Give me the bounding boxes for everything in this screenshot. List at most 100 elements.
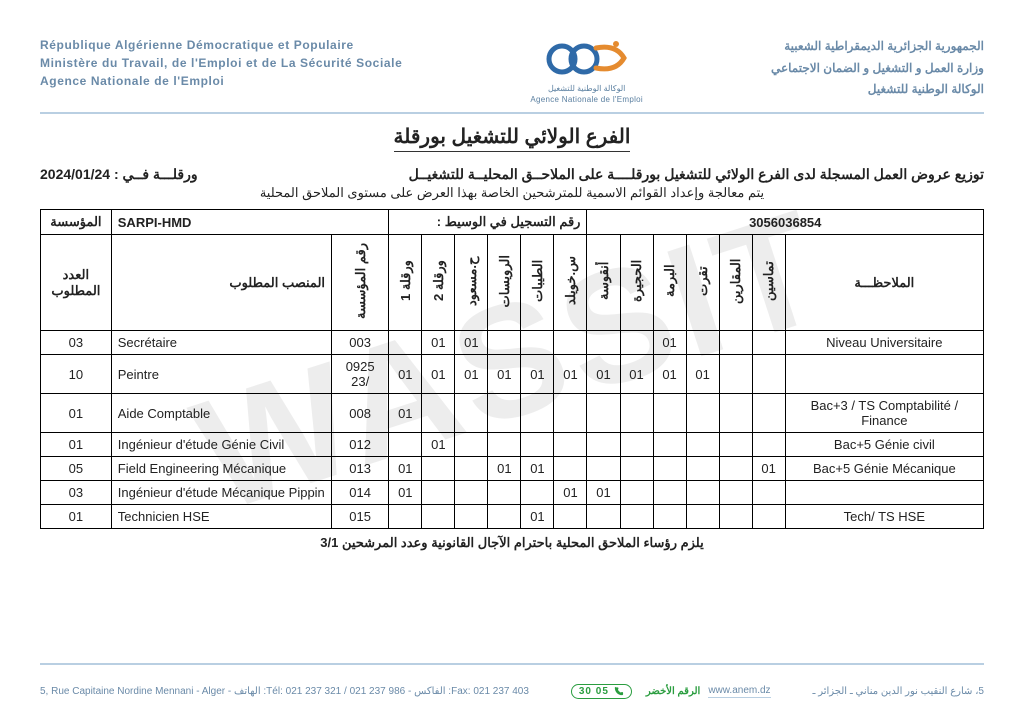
cell-post: Field Engineering Mécanique [111, 457, 331, 481]
footer-rule [40, 663, 984, 665]
cell-loc: 01 [488, 355, 521, 394]
footer-website: www.anem.dz [708, 685, 770, 698]
cell-code: 014 [332, 481, 389, 505]
cell-loc [620, 433, 653, 457]
hdr-fr-line: Agence Nationale de l'Emploi [40, 72, 402, 90]
cell-loc [554, 457, 587, 481]
col-post: المنصب المطلوب [111, 235, 331, 331]
cell-loc: 01 [422, 331, 455, 355]
table-top-row: المؤسسة SARPI-HMD رقم التسجيل في الوسيط … [41, 210, 984, 235]
cell-loc: 01 [620, 355, 653, 394]
cell-loc [620, 481, 653, 505]
agency-logo: الوكالة الوطنية للتشغيل Agence Nationale… [512, 36, 662, 104]
header-french: République Algérienne Démocratique et Po… [40, 36, 402, 90]
cell-loc [719, 331, 752, 355]
cell-loc: 01 [488, 457, 521, 481]
cell-loc [521, 481, 554, 505]
table-row: 03Secrétaire003010101Niveau Universitair… [41, 331, 984, 355]
hdr-fr-line: République Algérienne Démocratique et Po… [40, 36, 402, 54]
cell-loc: 01 [389, 481, 422, 505]
cell-loc [422, 394, 455, 433]
hdr-ar-line: الجمهورية الجزائرية الديمقراطية الشعبية [771, 36, 984, 58]
cell-count: 03 [41, 331, 112, 355]
cell-loc [521, 331, 554, 355]
col-notes: الملاحظـــة [785, 235, 983, 331]
cell-loc [455, 394, 488, 433]
document-header: République Algérienne Démocratique et Po… [40, 36, 984, 104]
cell-loc [686, 433, 719, 457]
cell-loc [554, 394, 587, 433]
cell-loc [719, 394, 752, 433]
cell-loc [686, 481, 719, 505]
cell-loc [620, 457, 653, 481]
cell-loc [719, 355, 752, 394]
sub-note: يتم معالجة وإعداد القوائم الاسمية للمترش… [40, 185, 984, 201]
cell-code: 015 [332, 505, 389, 529]
table-row: 01Ingénieur d'étude Génie Civil01201Bac+… [41, 433, 984, 457]
cell-loc: 01 [455, 331, 488, 355]
green-number: 30 05 [579, 686, 609, 697]
footer-address-ar: 5، شارع النقيب نور الدين مناني ـ الجزائر… [812, 686, 984, 697]
table-row: 03Ingénieur d'étude Mécanique Pippin0140… [41, 481, 984, 505]
header-rule [40, 112, 984, 114]
cell-loc [554, 433, 587, 457]
cell-code: 0925 23/ [332, 355, 389, 394]
cell-loc [389, 505, 422, 529]
cell-loc [488, 433, 521, 457]
cell-loc [521, 433, 554, 457]
cell-loc [554, 505, 587, 529]
cell-loc [587, 457, 620, 481]
cell-code: 008 [332, 394, 389, 433]
col-loc: ورقلة 1 [389, 235, 422, 331]
cell-post: Aide Comptable [111, 394, 331, 433]
document-date: ورقلـــة فــي : 2024/01/24 [40, 166, 198, 183]
cell-loc: 01 [554, 481, 587, 505]
cell-note [785, 481, 983, 505]
org-label: المؤسسة [41, 210, 112, 235]
cell-loc [719, 481, 752, 505]
footer-address-fr: 5, Rue Capitaine Nordine Mennani - Alger… [40, 686, 529, 697]
cell-loc [752, 505, 785, 529]
cell-post: Secrétaire [111, 331, 331, 355]
cell-loc [488, 505, 521, 529]
col-loc: المقارين [719, 235, 752, 331]
cell-loc [653, 394, 686, 433]
cell-loc: 01 [653, 331, 686, 355]
table-footnote: يلزم رؤساء الملاحق المحلية باحترام الآجا… [40, 535, 984, 551]
cell-loc: 01 [653, 355, 686, 394]
cell-loc [455, 457, 488, 481]
cell-loc [389, 433, 422, 457]
distribution-title: توزيع عروض العمل المسجلة لدى الفرع الولا… [409, 166, 984, 183]
cell-note: Bac+5 Génie Mécanique [785, 457, 983, 481]
cell-loc: 01 [587, 481, 620, 505]
cell-note: Tech/ TS HSE [785, 505, 983, 529]
cell-loc: 01 [521, 457, 554, 481]
cell-post: Peintre [111, 355, 331, 394]
col-loc: تقرت [686, 235, 719, 331]
cell-loc [620, 505, 653, 529]
distribution-row: توزيع عروض العمل المسجلة لدى الفرع الولا… [40, 166, 984, 183]
cell-loc [719, 505, 752, 529]
cell-loc [653, 481, 686, 505]
cell-loc: 01 [587, 355, 620, 394]
cell-count: 01 [41, 433, 112, 457]
cell-post: Ingénieur d'étude Mécanique Pippin [111, 481, 331, 505]
header-arabic: الجمهورية الجزائرية الديمقراطية الشعبية … [771, 36, 984, 101]
cell-post: Technicien HSE [111, 505, 331, 529]
table-row: 01Technicien HSE01501Tech/ TS HSE [41, 505, 984, 529]
branch-title: الفرع الولائي للتشغيل بورقلة [394, 124, 631, 152]
cell-loc [686, 457, 719, 481]
cell-count: 10 [41, 355, 112, 394]
cell-loc [389, 331, 422, 355]
col-code: رقم المؤسسة [332, 235, 389, 331]
cell-loc [455, 505, 488, 529]
hdr-ar-line: وزارة العمل و التشغيل و الضمان الاجتماعي [771, 58, 984, 80]
cell-loc [653, 457, 686, 481]
cell-count: 01 [41, 505, 112, 529]
reg-label: رقم التسجيل في الوسيط : [389, 210, 587, 235]
cell-loc: 01 [389, 355, 422, 394]
cell-loc [587, 394, 620, 433]
col-loc: س.خويلد [554, 235, 587, 331]
cell-loc: 01 [389, 394, 422, 433]
cell-count: 01 [41, 394, 112, 433]
